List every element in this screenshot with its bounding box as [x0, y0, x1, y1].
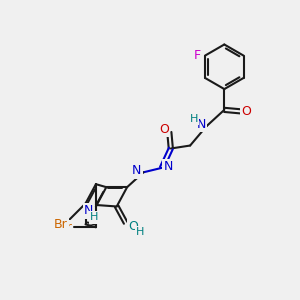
Text: N: N: [196, 118, 206, 131]
Text: F: F: [194, 49, 201, 62]
Text: O: O: [128, 220, 138, 233]
Text: O: O: [159, 123, 169, 136]
Text: N: N: [84, 204, 93, 218]
Text: H: H: [136, 227, 145, 237]
Text: H: H: [190, 114, 198, 124]
Text: O: O: [241, 105, 251, 118]
Text: H: H: [90, 212, 99, 223]
Text: N: N: [164, 160, 173, 173]
Text: N: N: [132, 164, 142, 177]
Text: Br: Br: [58, 221, 72, 234]
Text: Br: Br: [54, 218, 68, 231]
